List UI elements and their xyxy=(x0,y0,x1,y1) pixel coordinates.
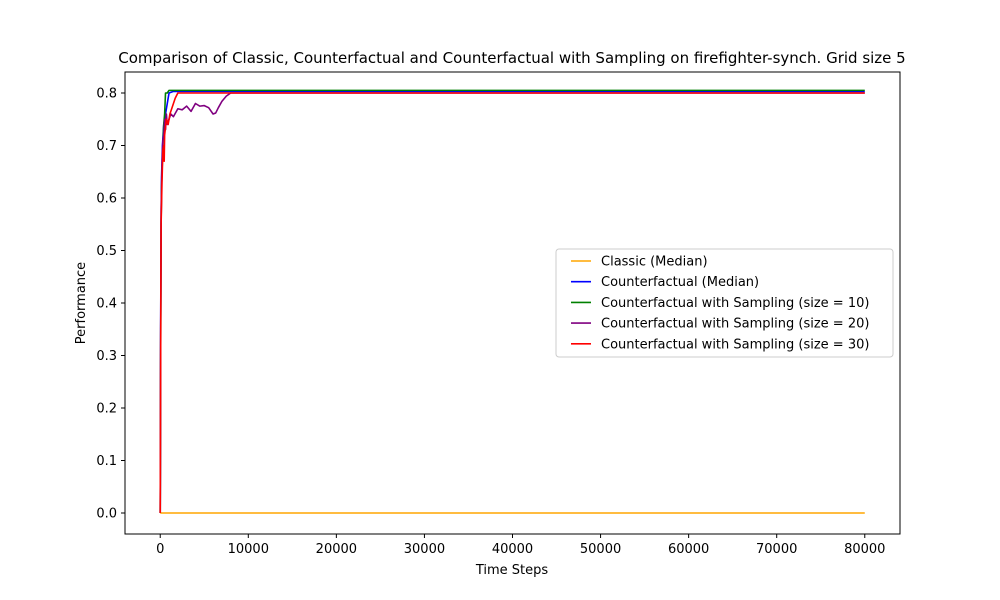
x-axis-label: Time Steps xyxy=(475,563,549,578)
x-tick-label: 20000 xyxy=(316,542,357,557)
x-tick-label: 80000 xyxy=(844,542,885,557)
y-tick-label: 0.1 xyxy=(96,454,117,469)
x-tick-label: 10000 xyxy=(228,542,269,557)
legend-entry: Counterfactual (Median) xyxy=(601,275,759,290)
legend-entry: Classic (Median) xyxy=(601,255,708,270)
y-tick-label: 0.8 xyxy=(96,87,117,102)
legend: Classic (Median) Counterfactual (Median) C… xyxy=(555,248,894,358)
y-tick-label: 0.6 xyxy=(96,192,117,207)
x-tick-label: 30000 xyxy=(404,542,445,557)
y-tick-label: 0.2 xyxy=(96,402,117,417)
x-tick-label: 0 xyxy=(156,542,164,557)
y-tick-label: 0.4 xyxy=(96,297,117,312)
legend-entry: Counterfactual with Sampling (size = 20) xyxy=(601,317,869,332)
x-tick-label: 70000 xyxy=(756,542,797,557)
x-axis-ticks: 0 10000 20000 30000 40000 50000 60000 70000 8000… xyxy=(156,534,885,557)
legend-entry: Counterfactual with Sampling (size = 30) xyxy=(601,337,869,352)
x-tick-label: 50000 xyxy=(580,542,621,557)
y-axis-label: Performance xyxy=(74,262,89,344)
legend-box xyxy=(555,248,894,358)
series-lines xyxy=(159,89,865,514)
y-tick-label: 0.7 xyxy=(96,139,117,154)
x-tick-label: 60000 xyxy=(668,542,709,557)
legend-entry: Counterfactual with Sampling (size = 10) xyxy=(601,296,869,311)
y-tick-label: 0.3 xyxy=(96,349,117,364)
series-line-4 xyxy=(159,92,865,514)
x-tick-label: 40000 xyxy=(492,542,533,557)
series-line-5 xyxy=(159,92,865,514)
y-tick-label: 0.5 xyxy=(96,244,117,259)
chart-title: Comparison of Classic, Counterfactual an… xyxy=(118,49,905,67)
y-axis-ticks: 0.0 0.1 0.2 0.3 0.4 0.5 0.6 0.7 0.8 xyxy=(96,87,125,522)
y-tick-label: 0.0 xyxy=(96,507,117,522)
